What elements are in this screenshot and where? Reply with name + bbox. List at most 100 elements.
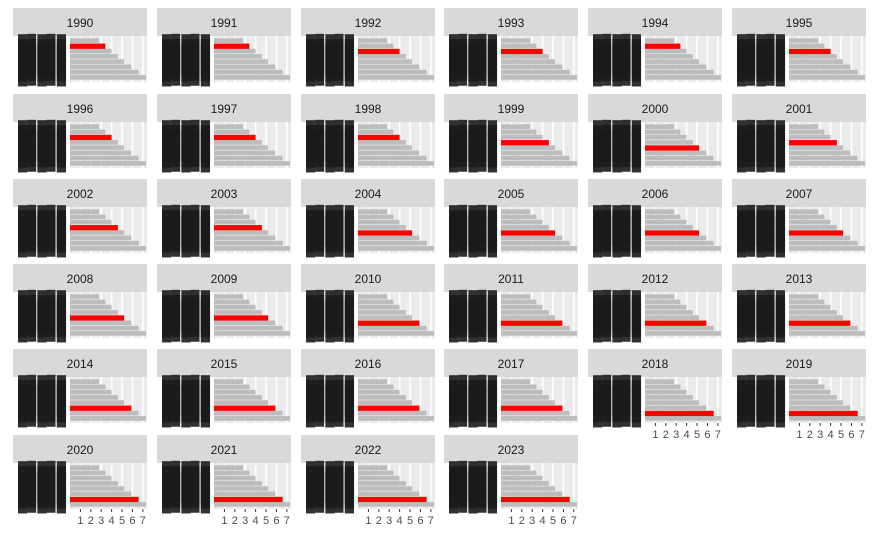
bar <box>645 75 721 80</box>
bar-highlight <box>645 320 707 327</box>
facet-strip <box>157 264 291 292</box>
bar <box>645 214 681 220</box>
category-label-mark: █▉█▉█ <box>737 220 786 237</box>
bar <box>214 214 250 220</box>
category-label-mark: █▉█▉█ <box>306 49 355 66</box>
bar <box>789 219 831 225</box>
category-label-mark: █▉█▉█ <box>162 129 211 146</box>
facet-year-label: 2021 <box>211 443 238 457</box>
facet-year-label: 2022 <box>355 443 382 457</box>
bar <box>214 491 276 497</box>
facet-2005: 2005█▉█▉██▉█▉██▉█▉██▉█▉██▉█▉██▉█▉██▉█▉██… <box>444 179 578 258</box>
x-tick-label: 6 <box>704 429 710 441</box>
bar <box>501 124 531 129</box>
bar <box>789 209 819 214</box>
bar <box>70 161 146 166</box>
category-label-mark: █▉█▉█ <box>162 481 211 498</box>
bar <box>70 294 100 299</box>
category-label-mark: █▉█▉█ <box>593 124 642 141</box>
category-label-mark: █▉█▉█ <box>162 460 211 477</box>
bar <box>214 475 256 481</box>
category-label-mark: █▉█▉█ <box>737 129 786 146</box>
category-label-mark: █▉█▉█ <box>18 135 67 152</box>
bar <box>645 209 675 214</box>
bar <box>789 379 819 384</box>
bar <box>358 219 400 225</box>
category-label-mark: █▉█▉█ <box>18 230 67 247</box>
bar <box>358 64 420 70</box>
bar <box>358 395 406 400</box>
bar <box>70 129 106 135</box>
category-label-mark: █▉█▉█ <box>162 374 211 391</box>
category-label-mark: █▉█▉█ <box>306 209 355 226</box>
category-label-mark: █▉█▉█ <box>593 225 642 242</box>
bar <box>645 129 681 135</box>
bar <box>358 299 394 305</box>
facet-1996: 1996█▉█▉██▉█▉██▉█▉██▉█▉██▉█▉██▉█▉██▉█▉██… <box>13 94 147 173</box>
category-label-mark: █▉█▉█ <box>449 411 498 428</box>
bar <box>70 470 106 476</box>
category-label-mark: █▉█▉█ <box>737 145 786 162</box>
category-label-mark: █▉█▉█ <box>737 38 786 55</box>
category-label-mark: █▉█▉█ <box>306 460 355 477</box>
category-label-mark: █▉█▉█ <box>306 315 355 332</box>
bar <box>70 400 125 405</box>
bar <box>214 219 256 225</box>
bar-highlight <box>501 48 543 55</box>
category-label-mark: █▉█▉█ <box>162 470 211 487</box>
category-label-mark: █▉█▉█ <box>737 150 786 167</box>
facet-2003: 2003█▉█▉██▉█▉██▉█▉██▉█▉██▉█▉██▉█▉██▉█▉██… <box>157 179 291 258</box>
category-label-mark: █▉█▉█ <box>306 33 355 50</box>
category-label-mark: █▉█▉█ <box>18 379 67 396</box>
category-label-mark: █▉█▉█ <box>306 119 355 136</box>
bar <box>645 331 721 336</box>
category-label-mark: █▉█▉█ <box>18 119 67 136</box>
bar <box>789 155 858 161</box>
x-tick-label: 1 <box>365 515 371 527</box>
facet-year-label: 2019 <box>786 357 813 371</box>
facet-1997: 1997█▉█▉██▉█▉██▉█▉██▉█▉██▉█▉██▉█▉██▉█▉██… <box>157 94 291 173</box>
bar-highlight <box>214 134 256 141</box>
bar <box>645 64 707 70</box>
bar <box>645 325 714 331</box>
facet-1991: 1991█▉█▉██▉█▉██▉█▉██▉█▉██▉█▉██▉█▉██▉█▉██… <box>157 8 291 87</box>
bar <box>214 150 276 156</box>
bar <box>70 481 118 486</box>
category-label-mark: █▉█▉█ <box>162 135 211 152</box>
x-tick-label: 4 <box>109 515 115 527</box>
category-label-mark: █▉█▉█ <box>306 214 355 231</box>
category-label-mark: █▉█▉█ <box>306 465 355 482</box>
bar <box>358 475 400 481</box>
category-label-mark: █▉█▉█ <box>306 156 355 173</box>
bar <box>501 59 556 64</box>
bar <box>789 69 858 75</box>
category-label-mark: █▉█▉█ <box>162 145 211 162</box>
category-label-mark: █▉█▉█ <box>737 289 786 306</box>
bar <box>214 48 256 54</box>
category-label-mark: █▉█▉█ <box>18 209 67 226</box>
bar <box>214 246 290 251</box>
category-label-mark: █▉█▉█ <box>18 310 67 327</box>
facet-2016: 2016█▉█▉██▉█▉██▉█▉██▉█▉██▉█▉██▉█▉██▉█▉██… <box>301 349 435 428</box>
category-label-mark: █▉█▉█ <box>449 33 498 50</box>
bar <box>70 379 100 384</box>
category-label-mark: █▉█▉█ <box>306 43 355 60</box>
category-label-mark: █▉█▉█ <box>737 225 786 242</box>
facet-strip <box>444 349 578 377</box>
facet-2013: 2013█▉█▉██▉█▉██▉█▉██▉█▉██▉█▉██▉█▉██▉█▉██… <box>732 264 866 343</box>
category-label-mark: █▉█▉█ <box>18 54 67 71</box>
x-tick-label: 5 <box>694 429 700 441</box>
bar <box>214 465 244 470</box>
bar <box>70 331 146 336</box>
facet-2021: 2021█▉█▉██▉█▉██▉█▉██▉█▉██▉█▉██▉█▉██▉█▉██… <box>157 435 291 527</box>
category-label-mark: █▉█▉█ <box>737 230 786 247</box>
bar <box>358 465 388 470</box>
bar <box>501 155 570 161</box>
category-label-mark: █▉█▉█ <box>306 400 355 417</box>
facet-strip <box>732 179 866 207</box>
category-label-mark: █▉█▉█ <box>737 299 786 316</box>
category-label-mark: █▉█▉█ <box>18 140 67 157</box>
category-label-mark: █▉█▉█ <box>306 395 355 412</box>
category-label-mark: █▉█▉█ <box>18 326 67 343</box>
bar <box>645 161 721 166</box>
